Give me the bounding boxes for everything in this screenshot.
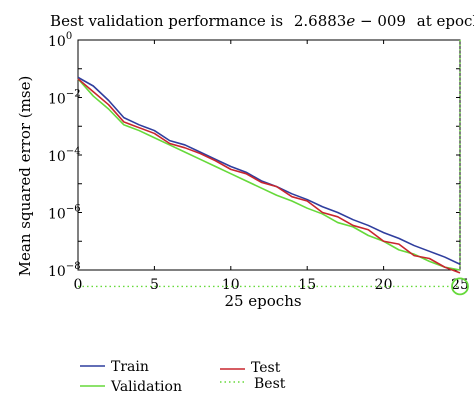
legend-train-label: Train <box>111 359 149 375</box>
best-markers <box>78 40 469 296</box>
chart-title-suffix: at epoch 25 <box>417 12 474 30</box>
x-tick-label: 20 <box>375 277 393 293</box>
y-tick-label: 100 <box>48 31 72 50</box>
legend: Train Validation Test Best <box>80 359 286 395</box>
plot-area <box>77 39 461 271</box>
chart-title: Best validation performance is 2.6883e −… <box>50 12 474 30</box>
y-tick-label: 10−6 <box>48 204 81 223</box>
legend-validation-label: Validation <box>110 379 182 395</box>
chart-title-exponent: − 009 <box>355 12 406 30</box>
x-tick-label: 5 <box>150 277 159 293</box>
x-tick-label: 15 <box>298 277 316 293</box>
y-axis-label: Mean squared error (mse) <box>16 76 34 277</box>
x-tick-label: 10 <box>222 277 240 293</box>
x-tick-label: 0 <box>74 277 83 293</box>
legend-test-label: Test <box>251 360 281 376</box>
series-lines <box>77 76 461 274</box>
axis-ticks: 0 5 10 15 20 25 100 10−2 10−4 10−6 10−8 <box>48 31 469 293</box>
x-tick-label: 25 <box>451 277 469 293</box>
series-line-validation <box>77 78 461 271</box>
chart-title-mantissa: 2.6883 <box>294 12 347 30</box>
x-axis-label: 25 epochs <box>224 292 301 310</box>
chart-title-e: e <box>346 12 355 30</box>
chart-title-prefix: Best validation performance is <box>50 12 283 30</box>
series-line-test <box>77 78 461 274</box>
best-point-marker <box>451 277 469 296</box>
y-tick-label: 10−4 <box>48 146 81 165</box>
legend-best-label: Best <box>254 376 286 392</box>
y-tick-label: 10−2 <box>48 89 81 108</box>
y-tick-label: 10−8 <box>48 261 81 280</box>
